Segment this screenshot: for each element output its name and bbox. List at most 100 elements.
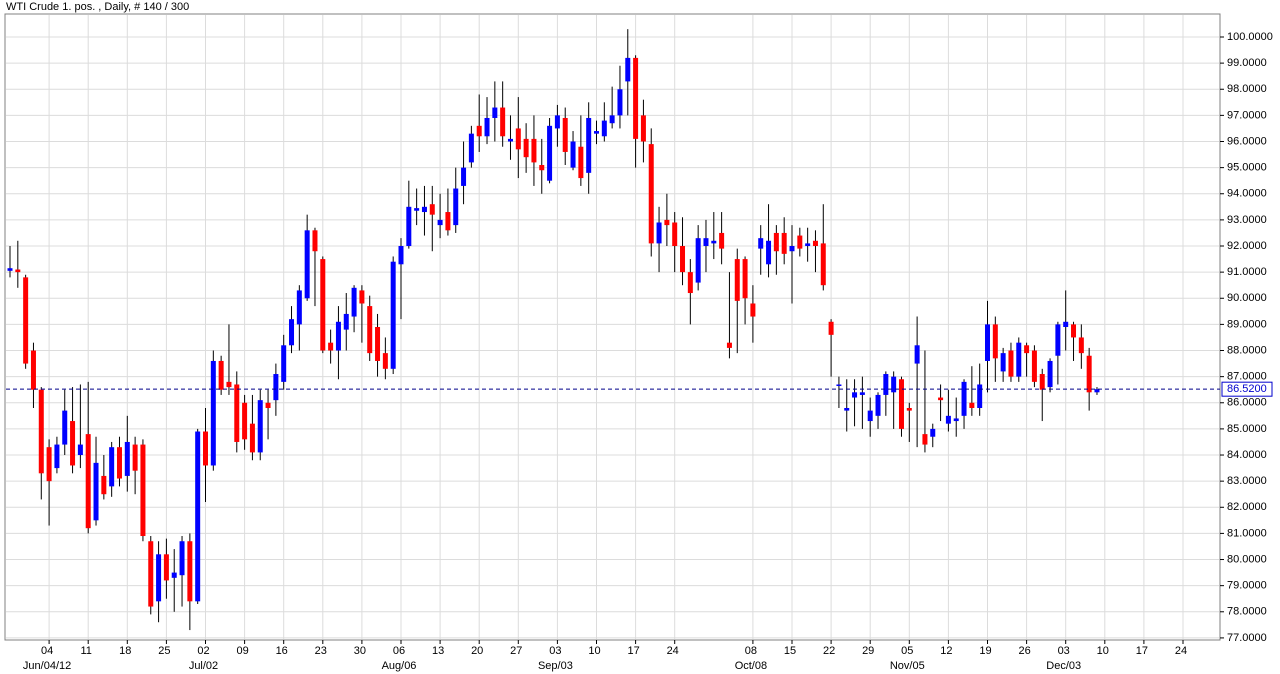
candle-body (375, 327, 381, 361)
candle-body (844, 407, 850, 411)
candle-body (1055, 324, 1061, 356)
x-tick-label: 12 (940, 645, 952, 657)
x-tick-label: 16 (276, 645, 288, 657)
candle-body (664, 219, 670, 226)
candle-body (773, 232, 779, 252)
x-major-label: Jun/04/12 (23, 660, 71, 672)
x-tick-label: 09 (236, 645, 248, 657)
candle-body (891, 376, 897, 393)
candle-body (898, 379, 904, 429)
candle-body (601, 120, 607, 137)
candle-body (977, 384, 983, 408)
candle-body (93, 462, 99, 521)
last-price-label: 86.5200 (1227, 383, 1267, 395)
x-tick-label: 23 (315, 645, 327, 657)
candle-body (429, 204, 435, 215)
candle-body (883, 374, 889, 395)
candle-body (382, 353, 388, 369)
candle-body (875, 394, 881, 416)
candle-body (343, 313, 349, 330)
candle-body (961, 381, 967, 416)
y-tick-label: 90.0000 (1227, 292, 1267, 304)
x-tick-label: 11 (80, 645, 91, 657)
candle-body (70, 421, 76, 466)
candle-body (985, 324, 990, 361)
candle-body (203, 431, 208, 466)
candle-body (609, 115, 615, 124)
candle-body (398, 246, 404, 265)
candle-body (124, 441, 130, 476)
candle-body (7, 268, 13, 271)
candle-body (461, 167, 467, 186)
x-major-label: Aug/06 (382, 660, 417, 672)
candle-body (116, 447, 122, 479)
candle-body (938, 397, 944, 401)
candle-body (140, 444, 146, 537)
candle-body (1094, 389, 1100, 393)
x-tick-label: 10 (1097, 645, 1109, 657)
candle-body (945, 415, 951, 424)
candle-body (562, 117, 568, 152)
candle-body (766, 240, 772, 265)
candle-body (750, 303, 756, 317)
candle-body (1008, 350, 1014, 377)
y-tick-label: 78.0000 (1227, 606, 1267, 618)
candle-body (15, 269, 21, 273)
x-tick-label: 22 (823, 645, 835, 657)
candle-body (328, 342, 334, 351)
x-tick-label: 13 (432, 645, 444, 657)
x-major-label: Oct/08 (735, 660, 767, 672)
y-tick-label: 85.0000 (1227, 423, 1267, 435)
y-tick-label: 91.0000 (1227, 266, 1267, 278)
candle-body (930, 428, 936, 437)
candle-body (758, 238, 764, 249)
candle-body (1047, 360, 1053, 388)
y-tick-label: 81.0000 (1227, 527, 1267, 539)
y-tick-label: 94.0000 (1227, 188, 1267, 200)
x-tick-label: 25 (158, 645, 170, 657)
candle-body (648, 144, 654, 244)
y-tick-label: 89.0000 (1227, 318, 1267, 330)
candle-body (554, 115, 560, 129)
candle-body (742, 259, 748, 299)
candle-body (85, 434, 91, 529)
candle-body (1086, 355, 1092, 393)
x-major-label: Nov/05 (890, 660, 925, 672)
x-major-label: Jul/02 (189, 660, 218, 672)
x-tick-label: 05 (901, 645, 913, 657)
candle-body (359, 290, 365, 304)
x-tick-label: 20 (471, 645, 483, 657)
x-tick-label: 02 (197, 645, 209, 657)
candle-body (179, 541, 185, 576)
candle-body (195, 431, 201, 602)
y-tick-label: 82.0000 (1227, 501, 1267, 513)
x-tick-label: 30 (354, 645, 366, 657)
y-tick-label: 95.0000 (1227, 162, 1267, 174)
candle-body (656, 222, 662, 244)
x-tick-label: 03 (549, 645, 561, 657)
x-tick-label: 04 (41, 645, 53, 657)
candle-body (640, 115, 646, 142)
candle-body (523, 138, 529, 158)
y-tick-label: 86.0000 (1227, 397, 1267, 409)
candle-body (312, 230, 318, 252)
candle-body (320, 259, 326, 351)
candle-body (789, 246, 795, 252)
candle-body (992, 324, 998, 359)
x-tick-label: 15 (784, 645, 796, 657)
candle-body (507, 138, 513, 142)
x-major-label: Dec/03 (1046, 660, 1081, 672)
candle-body (719, 232, 725, 249)
candle-body (187, 541, 193, 602)
candle-body (687, 272, 693, 294)
candle-body (484, 117, 490, 137)
x-tick-label: 06 (393, 645, 405, 657)
candle-body (680, 246, 686, 273)
x-tick-label: 17 (627, 645, 639, 657)
x-tick-label: 18 (119, 645, 131, 657)
candle-body (468, 133, 474, 163)
candle-body (77, 444, 83, 456)
y-tick-label: 96.0000 (1227, 135, 1267, 147)
candle-body (570, 141, 576, 168)
